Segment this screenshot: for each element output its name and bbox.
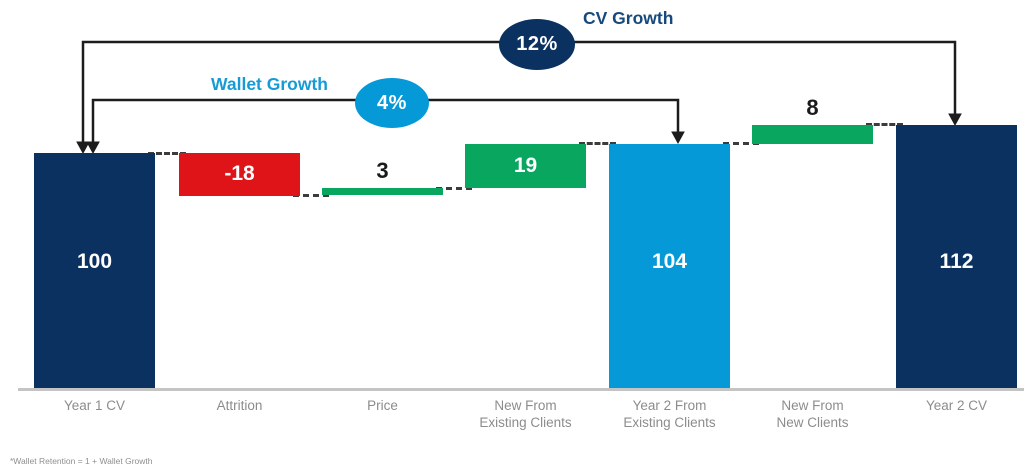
cv-growth-arrow (81, 40, 957, 144)
waterfall-bar-2 (322, 188, 443, 196)
bar-value-label-5: 8 (806, 94, 819, 120)
bar-value-label-2: 3 (376, 158, 389, 184)
step-connector-1 (293, 194, 329, 197)
bar-value-label-6: 112 (939, 250, 974, 273)
waterfall-bar-1 (179, 153, 300, 196)
category-label-5: New From New Clients (776, 398, 849, 430)
wallet-growth-title: Wallet Growth (211, 74, 328, 94)
step-connector-4 (723, 142, 759, 146)
waterfall-bar-4 (609, 143, 730, 389)
bar-value-label-4: 104 (651, 250, 688, 273)
category-label-0: Year 1 CV (63, 398, 126, 413)
wallet-growth-badge: 4% (355, 78, 429, 128)
waterfall-bar-6 (896, 124, 1017, 389)
category-label-1: Attrition (216, 398, 263, 413)
category-label-2: Price (367, 398, 398, 413)
step-connector-3 (579, 142, 616, 146)
step-connector-2 (436, 186, 472, 190)
step-connector-0 (148, 151, 186, 155)
waterfall-bar-0 (34, 153, 155, 389)
category-label-6: Year 2 CV (925, 398, 988, 413)
x-axis-line (18, 388, 1024, 391)
bar-value-label-1: -18 (224, 162, 255, 186)
cv-growth-badge: 12% (499, 19, 575, 70)
footnote: *Wallet Retention = 1 + Wallet Growth (10, 456, 153, 466)
wallet-growth-arrow (91, 98, 680, 144)
step-connector-5 (866, 123, 903, 127)
bar-value-label-3: 19 (513, 154, 538, 177)
category-label-3: New From Existing Clients (479, 398, 572, 430)
arrowheads (76, 113, 962, 155)
bar-value-label-0: 100 (76, 250, 113, 273)
cv-growth-title: CV Growth (583, 8, 674, 28)
waterfall-bar-3 (465, 143, 586, 189)
waterfall-bar-5 (752, 124, 873, 144)
category-label-4: Year 2 From Existing Clients (623, 398, 716, 430)
